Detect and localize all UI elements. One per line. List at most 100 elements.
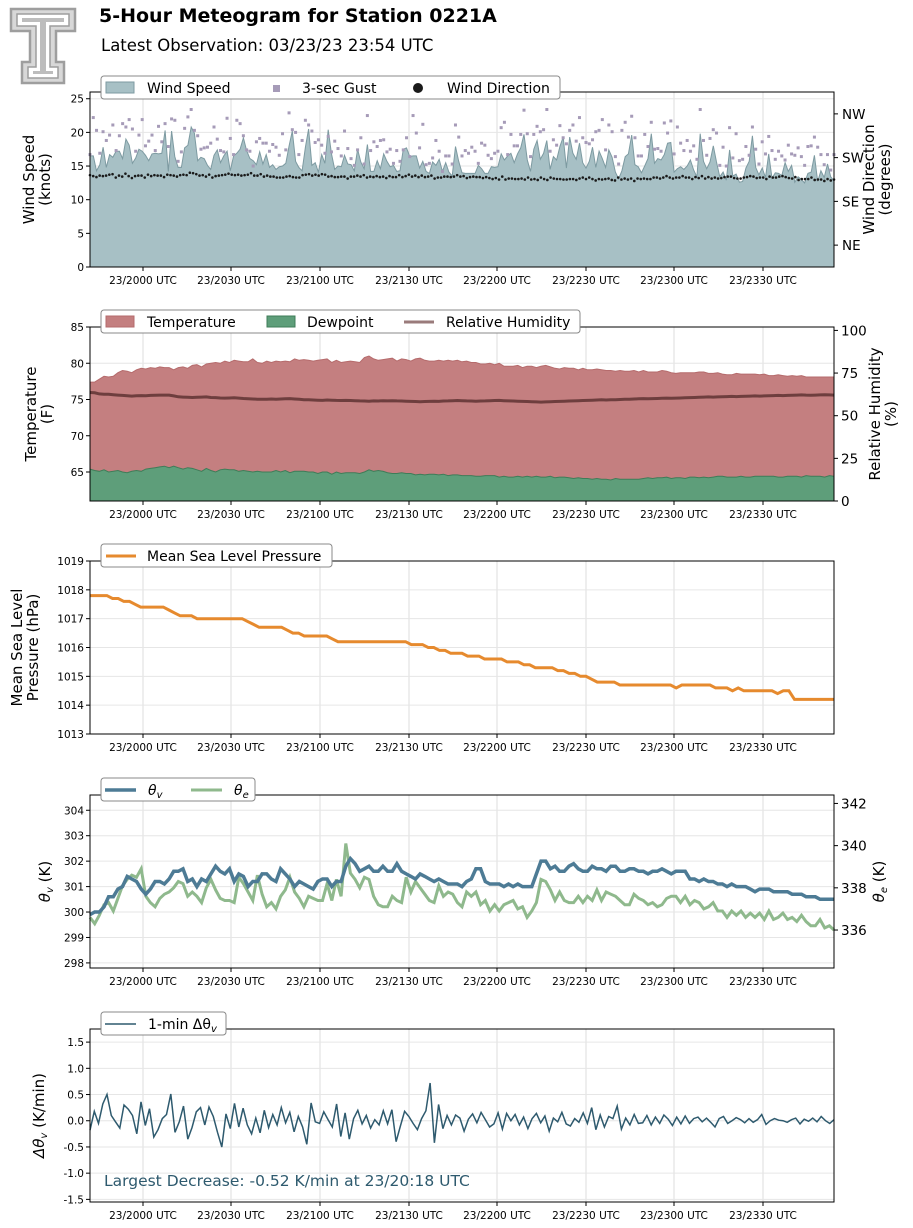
delta-ytick-label: -1.0 xyxy=(64,1168,85,1180)
gust-point xyxy=(303,118,307,122)
gust-point xyxy=(529,155,533,159)
temp-xtick-label: 23/2100 UTC xyxy=(286,509,354,521)
wind-direction-point xyxy=(690,177,694,181)
gust-point xyxy=(222,150,226,154)
wind-direction-point xyxy=(626,178,630,181)
wind-direction-point xyxy=(120,175,124,178)
wind-direction-point xyxy=(410,175,414,178)
delta-legend: 1-min Δθv xyxy=(100,1011,227,1036)
gust-point xyxy=(633,136,637,140)
gust-point xyxy=(440,169,444,173)
wind-direction-point xyxy=(365,176,369,179)
wind-direction-point xyxy=(513,177,517,181)
wind-xtick-label: 23/2100 UTC xyxy=(286,275,354,287)
gust-point xyxy=(307,123,311,127)
wind-direction-point xyxy=(823,179,826,183)
gust-point xyxy=(101,130,105,134)
wind-direction-point xyxy=(375,174,378,178)
wind-direction-point xyxy=(739,177,742,180)
gust-point xyxy=(819,153,823,157)
theta-right-tick-label: 336 xyxy=(841,923,867,939)
gust-point xyxy=(649,120,653,124)
gust-point xyxy=(124,125,128,129)
gust-point xyxy=(228,136,232,140)
wind-legend-label: Wind Speed xyxy=(147,81,231,97)
gust-point xyxy=(773,157,777,161)
pressure-ylabel-line: Mean Sea Level xyxy=(8,589,26,707)
delta-ytick-label: -0.5 xyxy=(64,1142,85,1154)
gust-point xyxy=(388,147,392,151)
wind-direction-point xyxy=(246,173,250,176)
gust-point xyxy=(519,132,523,136)
theta-e-ylabel-unit: (K) xyxy=(870,861,888,887)
wind-direction-point xyxy=(468,175,472,179)
pressure-ylabel-line: Pressure (hPa) xyxy=(24,594,42,702)
wind-direction-point xyxy=(356,174,359,177)
gust-point xyxy=(705,153,709,157)
wind-direction-point xyxy=(275,176,279,179)
delta-ytick-label: 1.5 xyxy=(67,1037,84,1049)
wind-xtick-label: 23/2030 UTC xyxy=(197,275,265,287)
gust-point xyxy=(809,144,813,148)
wind-direction-point xyxy=(694,175,697,179)
wind-direction-point xyxy=(391,175,395,179)
wind-direction-point xyxy=(449,175,453,179)
wind-direction-point xyxy=(800,177,804,181)
wind-direction-point xyxy=(607,177,610,180)
temp-right-tick-label: 50 xyxy=(841,409,858,425)
wind-direction-point xyxy=(442,175,446,178)
temperature-area xyxy=(89,355,835,502)
temp-ylabel-line: Temperature xyxy=(22,366,40,462)
gust-point xyxy=(476,161,480,165)
wind-direction-point xyxy=(587,176,591,179)
gust-point xyxy=(150,133,154,137)
gust-point xyxy=(754,147,758,151)
wind-direction-point xyxy=(558,177,562,181)
wind-direction-point xyxy=(217,174,221,177)
wind-ylabel-line: Wind Speed xyxy=(20,135,38,225)
gust-point xyxy=(333,139,337,143)
gust-point xyxy=(356,148,360,152)
gust-point xyxy=(343,129,347,133)
wind-direction-point xyxy=(320,172,324,176)
gust-point xyxy=(750,125,754,129)
temp-legend-label: Relative Humidity xyxy=(446,315,570,331)
wind-direction-point xyxy=(240,174,243,177)
gust-point xyxy=(825,153,829,157)
wind-direction-point xyxy=(568,177,572,181)
gust-point xyxy=(310,129,314,133)
gust-point xyxy=(630,114,634,118)
gust-point xyxy=(555,143,559,147)
pressure-ytick-label: 1013 xyxy=(57,729,84,741)
gust-point xyxy=(799,155,803,159)
wind-direction-point xyxy=(649,177,652,181)
gust-point xyxy=(672,152,676,156)
wind-direction-point xyxy=(729,175,733,178)
delta-frame xyxy=(89,1028,835,1203)
gust-point xyxy=(134,149,138,153)
wind-direction-point xyxy=(504,178,507,181)
gust-point xyxy=(91,116,95,120)
wind-direction-point xyxy=(562,178,565,181)
wind-direction-point xyxy=(349,175,353,178)
gust-point xyxy=(698,108,702,111)
gust-point xyxy=(558,124,562,128)
wind-direction-point xyxy=(655,176,659,179)
wind-direction-point xyxy=(439,176,443,179)
wind-ylabel-right: Wind Direction(degrees) xyxy=(860,124,894,234)
temp-ylabel-line: (F) xyxy=(38,404,56,424)
wind-direction-point xyxy=(581,176,585,179)
gust-point xyxy=(577,116,581,120)
wind-direction-point xyxy=(510,177,514,180)
gust-point xyxy=(264,141,268,145)
gust-point xyxy=(796,146,800,150)
wind-direction-point xyxy=(687,176,691,179)
gust-point xyxy=(453,123,457,127)
wind-direction-point xyxy=(542,177,546,181)
wind-direction-point xyxy=(368,175,372,178)
wind-direction-point xyxy=(436,176,440,179)
temp-ytick-label: 70 xyxy=(71,431,84,443)
wind-direction-point xyxy=(330,174,333,178)
wind-direction-point xyxy=(339,175,343,178)
gust-point xyxy=(473,149,477,153)
